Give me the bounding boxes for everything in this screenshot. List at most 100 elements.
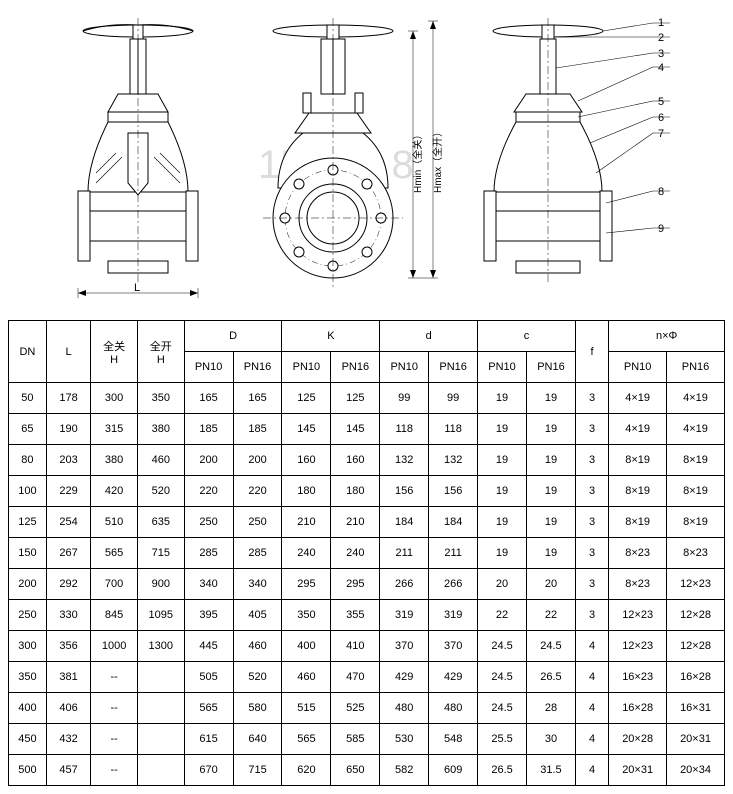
- cell-hc: --: [91, 755, 138, 786]
- cell-hc: 510: [91, 507, 138, 538]
- th-pn10: PN10: [380, 352, 429, 383]
- dim-label-hmin: Hmin（全关）: [411, 130, 424, 193]
- callout-numbers: 1 2 3 4 5 6 7 8 9: [658, 17, 664, 235]
- cell-hc: 565: [91, 538, 138, 569]
- cell-c16: 20: [527, 569, 576, 600]
- table-row: 80203380460200200160160132132191938×198×…: [9, 445, 725, 476]
- cell-dn: 125: [9, 507, 47, 538]
- cell-k16: 650: [331, 755, 380, 786]
- cell-c16: 28: [527, 693, 576, 724]
- svg-text:7: 7: [658, 128, 664, 140]
- table-row: 65190315380185185145145118118191934×194×…: [9, 414, 725, 445]
- cell-hc: 315: [91, 414, 138, 445]
- cell-d10: 200: [184, 445, 233, 476]
- svg-text:9: 9: [658, 223, 664, 235]
- cell-d10: 565: [184, 693, 233, 724]
- cell-f: 3: [575, 476, 608, 507]
- cell-c16: 19: [527, 414, 576, 445]
- cell-n10: 12×23: [609, 631, 667, 662]
- cell-hc: --: [91, 662, 138, 693]
- cell-d10: 185: [184, 414, 233, 445]
- cell-k16: 145: [331, 414, 380, 445]
- cell-c10: 19: [478, 445, 527, 476]
- cell-c16: 22: [527, 600, 576, 631]
- table-row: 125254510635250250210210184184191938×198…: [9, 507, 725, 538]
- table-row: 501783003501651651251259999191934×194×19: [9, 383, 725, 414]
- cell-d10: 250: [184, 507, 233, 538]
- cell-c10: 24.5: [478, 631, 527, 662]
- th-pn16: PN16: [331, 352, 380, 383]
- svg-text:4: 4: [658, 62, 664, 74]
- cell-c10: 22: [478, 600, 527, 631]
- cell-k16: 240: [331, 538, 380, 569]
- cell-n16: 4×19: [667, 383, 725, 414]
- th-pn10: PN10: [478, 352, 527, 383]
- cell-d16: 250: [233, 507, 282, 538]
- cell-d10: 670: [184, 755, 233, 786]
- cell-d16: 340: [233, 569, 282, 600]
- cell-k16: 525: [331, 693, 380, 724]
- cell-dd10: 370: [380, 631, 429, 662]
- cell-c16: 19: [527, 507, 576, 538]
- cell-n10: 20×28: [609, 724, 667, 755]
- cell-hc: 700: [91, 569, 138, 600]
- cell-n10: 8×23: [609, 538, 667, 569]
- cell-d10: 615: [184, 724, 233, 755]
- cell-c16: 26.5: [527, 662, 576, 693]
- cell-f: 3: [575, 383, 608, 414]
- cell-c10: 19: [478, 414, 527, 445]
- cell-l: 330: [46, 600, 90, 631]
- table-row: 450432--61564056558553054825.530420×2820…: [9, 724, 725, 755]
- th-pn10: PN10: [184, 352, 233, 383]
- cell-n16: 8×19: [667, 476, 725, 507]
- table-row: 150267565715285285240240211211191938×238…: [9, 538, 725, 569]
- cell-d16: 580: [233, 693, 282, 724]
- cell-dn: 350: [9, 662, 47, 693]
- th-h-open: 全开 H: [137, 321, 184, 383]
- cell-k16: 470: [331, 662, 380, 693]
- cell-k10: 350: [282, 600, 331, 631]
- cell-c16: 19: [527, 476, 576, 507]
- cell-hc: 420: [91, 476, 138, 507]
- cell-hc: 380: [91, 445, 138, 476]
- cell-f: 3: [575, 445, 608, 476]
- cell-c16: 19: [527, 445, 576, 476]
- cell-l: 178: [46, 383, 90, 414]
- cell-c10: 24.5: [478, 693, 527, 724]
- table-body: 501783003501651651251259999191934×194×19…: [9, 383, 725, 786]
- cell-hc: --: [91, 724, 138, 755]
- cell-l: 432: [46, 724, 90, 755]
- cell-c10: 20: [478, 569, 527, 600]
- cell-dn: 400: [9, 693, 47, 724]
- cell-c16: 30: [527, 724, 576, 755]
- cell-k10: 180: [282, 476, 331, 507]
- cell-dd10: 156: [380, 476, 429, 507]
- th-pn10: PN10: [282, 352, 331, 383]
- cell-dd16: 184: [429, 507, 478, 538]
- cell-dd16: 156: [429, 476, 478, 507]
- cell-d16: 715: [233, 755, 282, 786]
- cell-d10: 220: [184, 476, 233, 507]
- cell-c10: 25.5: [478, 724, 527, 755]
- cell-c16: 31.5: [527, 755, 576, 786]
- cell-dd16: 548: [429, 724, 478, 755]
- cell-l: 254: [46, 507, 90, 538]
- cell-dn: 100: [9, 476, 47, 507]
- cell-k16: 295: [331, 569, 380, 600]
- cell-k10: 620: [282, 755, 331, 786]
- cell-n16: 16×28: [667, 662, 725, 693]
- cell-dd16: 132: [429, 445, 478, 476]
- cell-dd16: 480: [429, 693, 478, 724]
- cell-d10: 340: [184, 569, 233, 600]
- cell-dn: 250: [9, 600, 47, 631]
- cell-dd10: 319: [380, 600, 429, 631]
- th-h-closed: 全关 H: [91, 321, 138, 383]
- th-dn: DN: [9, 321, 47, 383]
- cell-dn: 80: [9, 445, 47, 476]
- th-nphi: n×Φ: [609, 321, 725, 352]
- th-pn16: PN16: [233, 352, 282, 383]
- cell-n10: 4×19: [609, 414, 667, 445]
- cell-d16: 200: [233, 445, 282, 476]
- cell-l: 292: [46, 569, 90, 600]
- cell-d16: 165: [233, 383, 282, 414]
